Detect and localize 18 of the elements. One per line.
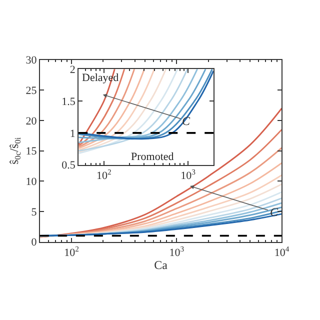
y-tick-label: 1.5 — [62, 96, 76, 108]
x-tick-label: 10$^{2}$ — [96, 167, 112, 182]
annotation: Promoted — [131, 151, 174, 163]
x-tick-label: 10$^{2}$ — [64, 244, 80, 260]
y-tick-label: 1 — [70, 128, 76, 140]
y-tick-label: 15 — [26, 146, 38, 158]
y-tick-label: 2 — [70, 64, 76, 76]
y-tick-label: 10 — [26, 176, 38, 188]
x-tick-label: 10$^{4}$ — [274, 244, 290, 260]
y-tick-label: 20 — [26, 115, 38, 128]
x-tick-label: 10$^{3}$ — [169, 244, 184, 260]
y-tick-label: 0.5 — [62, 160, 76, 172]
x-axis-title: Ca — [154, 258, 168, 272]
y-tick-label: 5 — [31, 206, 38, 218]
x-tick-label: 10$^{3}$ — [180, 167, 196, 182]
y-tick-label: 25 — [26, 85, 38, 98]
y-tick-label: 30 — [26, 54, 38, 67]
y-tick-label: 0 — [31, 236, 38, 249]
